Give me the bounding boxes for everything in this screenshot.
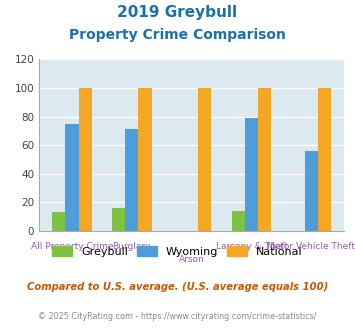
Text: Larceny & Theft: Larceny & Theft	[215, 242, 288, 251]
Bar	[138, 88, 152, 231]
Text: Arson: Arson	[179, 255, 204, 264]
Bar	[245, 118, 258, 231]
Bar	[112, 208, 125, 231]
Text: Motor Vehicle Theft: Motor Vehicle Theft	[267, 242, 355, 251]
Text: Property Crime Comparison: Property Crime Comparison	[69, 28, 286, 42]
Text: Burglary: Burglary	[113, 242, 151, 251]
Bar	[125, 129, 138, 231]
Text: 2019 Greybull: 2019 Greybull	[118, 5, 237, 20]
Legend: Greybull, Wyoming, National: Greybull, Wyoming, National	[48, 242, 307, 261]
Bar	[198, 88, 212, 231]
Text: © 2025 CityRating.com - https://www.cityrating.com/crime-statistics/: © 2025 CityRating.com - https://www.city…	[38, 312, 317, 321]
Bar	[258, 88, 271, 231]
Bar	[232, 211, 245, 231]
Bar	[305, 151, 318, 231]
Text: Compared to U.S. average. (U.S. average equals 100): Compared to U.S. average. (U.S. average …	[27, 282, 328, 292]
Bar	[52, 213, 65, 231]
Text: All Property Crime: All Property Crime	[31, 242, 113, 251]
Bar	[78, 88, 92, 231]
Bar	[65, 124, 78, 231]
Bar	[318, 88, 331, 231]
